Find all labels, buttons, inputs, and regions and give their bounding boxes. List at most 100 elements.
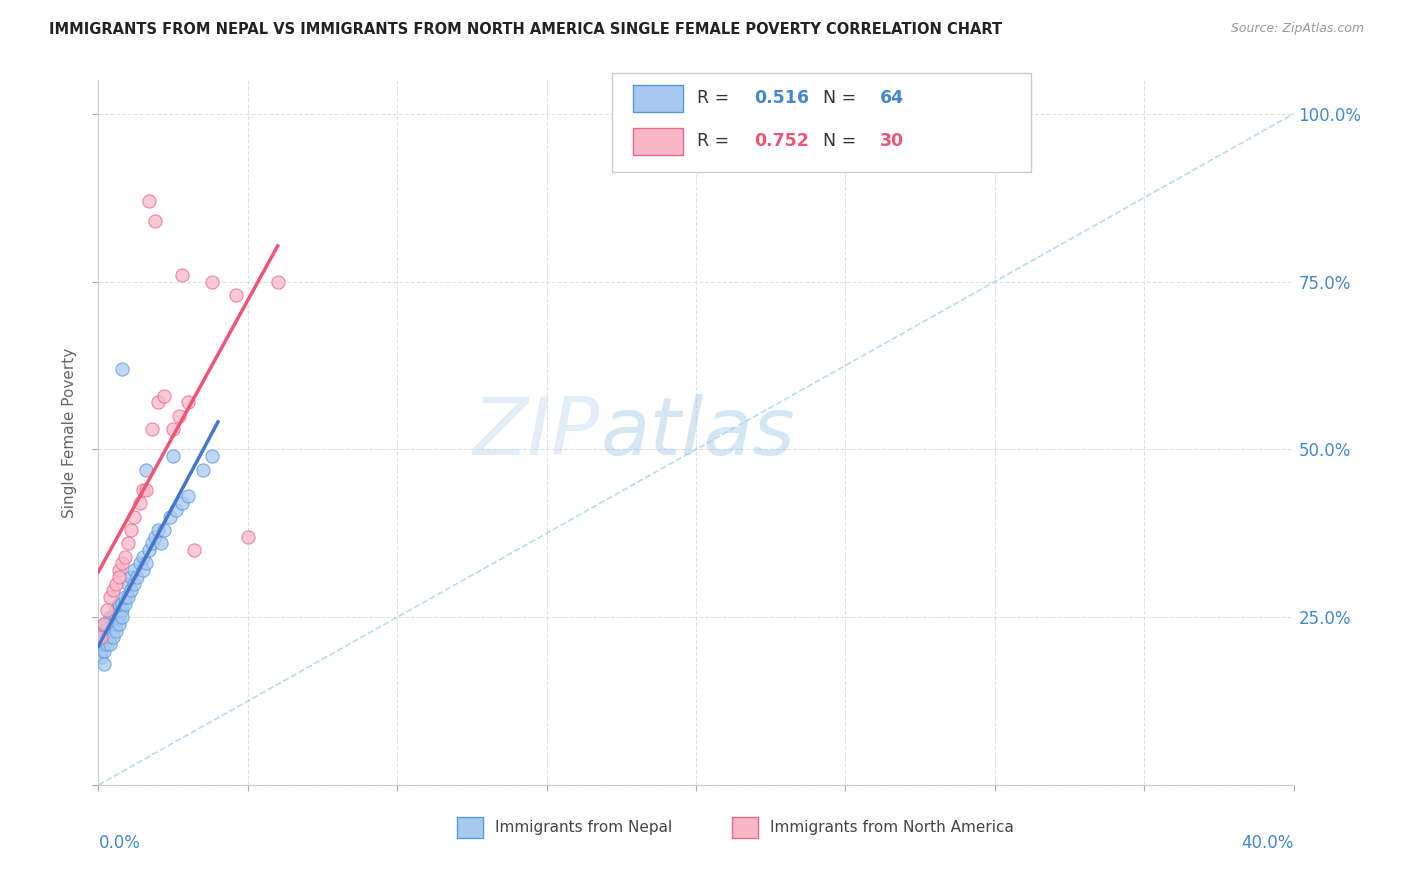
Point: [111, 610, 134, 624]
Text: 0.752: 0.752: [755, 132, 810, 150]
Point: [98, 624, 122, 638]
Point: [96, 624, 118, 638]
Point: [165, 503, 187, 517]
Point: [98, 590, 122, 604]
Point: [108, 603, 131, 617]
Point: [132, 563, 155, 577]
Point: [114, 549, 136, 564]
Point: [153, 389, 176, 403]
FancyBboxPatch shape: [613, 73, 1031, 172]
Point: [96, 630, 118, 644]
Point: [127, 570, 149, 584]
Point: [124, 563, 146, 577]
Point: [135, 483, 157, 497]
Point: [162, 422, 184, 436]
Point: [124, 509, 146, 524]
Point: [111, 557, 134, 571]
Point: [93, 624, 115, 638]
Text: IMMIGRANTS FROM NEPAL VS IMMIGRANTS FROM NORTH AMERICA SINGLE FEMALE POVERTY COR: IMMIGRANTS FROM NEPAL VS IMMIGRANTS FROM…: [49, 22, 1002, 37]
Point: [105, 616, 128, 631]
Point: [177, 489, 200, 503]
Point: [90, 630, 112, 644]
Point: [111, 362, 134, 376]
Text: 0.0%: 0.0%: [98, 834, 141, 852]
Point: [117, 576, 139, 591]
Point: [98, 610, 122, 624]
Point: [129, 496, 152, 510]
Point: [105, 624, 128, 638]
Point: [135, 557, 157, 571]
Text: Source: ZipAtlas.com: Source: ZipAtlas.com: [1230, 22, 1364, 36]
Point: [114, 597, 136, 611]
Point: [201, 449, 224, 463]
Text: 40.0%: 40.0%: [1241, 834, 1294, 852]
Point: [162, 449, 184, 463]
Text: 0.516: 0.516: [755, 89, 810, 107]
Text: atlas: atlas: [600, 393, 796, 472]
Point: [96, 630, 118, 644]
Point: [105, 610, 128, 624]
Point: [111, 597, 134, 611]
Point: [96, 637, 118, 651]
Point: [120, 583, 142, 598]
Point: [108, 610, 131, 624]
Point: [105, 603, 128, 617]
Point: [114, 590, 136, 604]
Y-axis label: Single Female Poverty: Single Female Poverty: [62, 348, 77, 517]
Point: [98, 616, 122, 631]
Point: [177, 395, 200, 409]
Point: [93, 616, 115, 631]
Point: [98, 630, 122, 644]
Point: [103, 610, 125, 624]
Text: R =: R =: [697, 89, 735, 107]
FancyBboxPatch shape: [633, 128, 683, 154]
Point: [103, 624, 125, 638]
Point: [172, 496, 194, 510]
Point: [148, 523, 170, 537]
Point: [153, 523, 176, 537]
Point: [96, 616, 118, 631]
Point: [138, 543, 160, 558]
Point: [98, 637, 122, 651]
Point: [120, 523, 142, 537]
Point: [172, 268, 194, 282]
Point: [103, 630, 125, 644]
Text: ZIP: ZIP: [472, 393, 600, 472]
Point: [103, 583, 125, 598]
FancyBboxPatch shape: [457, 817, 484, 838]
Point: [143, 530, 166, 544]
FancyBboxPatch shape: [733, 817, 758, 838]
Point: [191, 462, 214, 476]
Point: [148, 395, 170, 409]
Point: [108, 563, 131, 577]
Point: [90, 630, 112, 644]
Point: [90, 637, 112, 651]
Text: Immigrants from North America: Immigrants from North America: [770, 820, 1014, 835]
Point: [93, 644, 115, 658]
Point: [124, 576, 146, 591]
Point: [90, 644, 112, 658]
FancyBboxPatch shape: [633, 85, 683, 112]
Point: [105, 576, 128, 591]
Point: [93, 630, 115, 644]
Text: 64: 64: [880, 89, 904, 107]
Point: [167, 409, 190, 423]
Point: [225, 288, 247, 302]
Point: [120, 570, 142, 584]
Text: N =: N =: [823, 89, 862, 107]
Point: [93, 637, 115, 651]
Point: [103, 616, 125, 631]
Point: [90, 650, 112, 665]
Text: Immigrants from Nepal: Immigrants from Nepal: [495, 820, 672, 835]
Point: [141, 536, 163, 550]
Point: [117, 536, 139, 550]
Point: [117, 590, 139, 604]
Point: [267, 275, 290, 289]
Point: [143, 214, 166, 228]
Point: [93, 616, 115, 631]
Point: [93, 657, 115, 672]
Text: 30: 30: [880, 132, 904, 150]
Point: [236, 530, 259, 544]
Text: R =: R =: [697, 132, 735, 150]
Point: [129, 557, 152, 571]
